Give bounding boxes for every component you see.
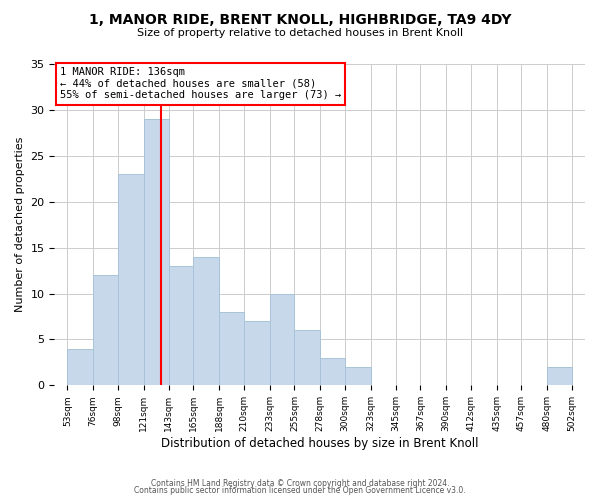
Bar	[193, 257, 219, 386]
Y-axis label: Number of detached properties: Number of detached properties	[15, 137, 25, 312]
Bar	[219, 312, 244, 386]
Bar	[118, 174, 144, 386]
Text: Contains public sector information licensed under the Open Government Licence v3: Contains public sector information licen…	[134, 486, 466, 495]
Bar	[244, 321, 269, 386]
Text: Contains HM Land Registry data © Crown copyright and database right 2024.: Contains HM Land Registry data © Crown c…	[151, 478, 449, 488]
Text: Size of property relative to detached houses in Brent Knoll: Size of property relative to detached ho…	[137, 28, 463, 38]
X-axis label: Distribution of detached houses by size in Brent Knoll: Distribution of detached houses by size …	[161, 437, 478, 450]
Bar	[269, 294, 295, 386]
Bar	[67, 348, 93, 386]
Text: 1, MANOR RIDE, BRENT KNOLL, HIGHBRIDGE, TA9 4DY: 1, MANOR RIDE, BRENT KNOLL, HIGHBRIDGE, …	[89, 12, 511, 26]
Bar	[93, 275, 118, 386]
Text: 1 MANOR RIDE: 136sqm
← 44% of detached houses are smaller (58)
55% of semi-detac: 1 MANOR RIDE: 136sqm ← 44% of detached h…	[60, 67, 341, 100]
Bar	[345, 367, 371, 386]
Bar	[320, 358, 345, 386]
Bar	[144, 119, 169, 386]
Bar	[547, 367, 572, 386]
Bar	[295, 330, 320, 386]
Bar	[169, 266, 193, 386]
